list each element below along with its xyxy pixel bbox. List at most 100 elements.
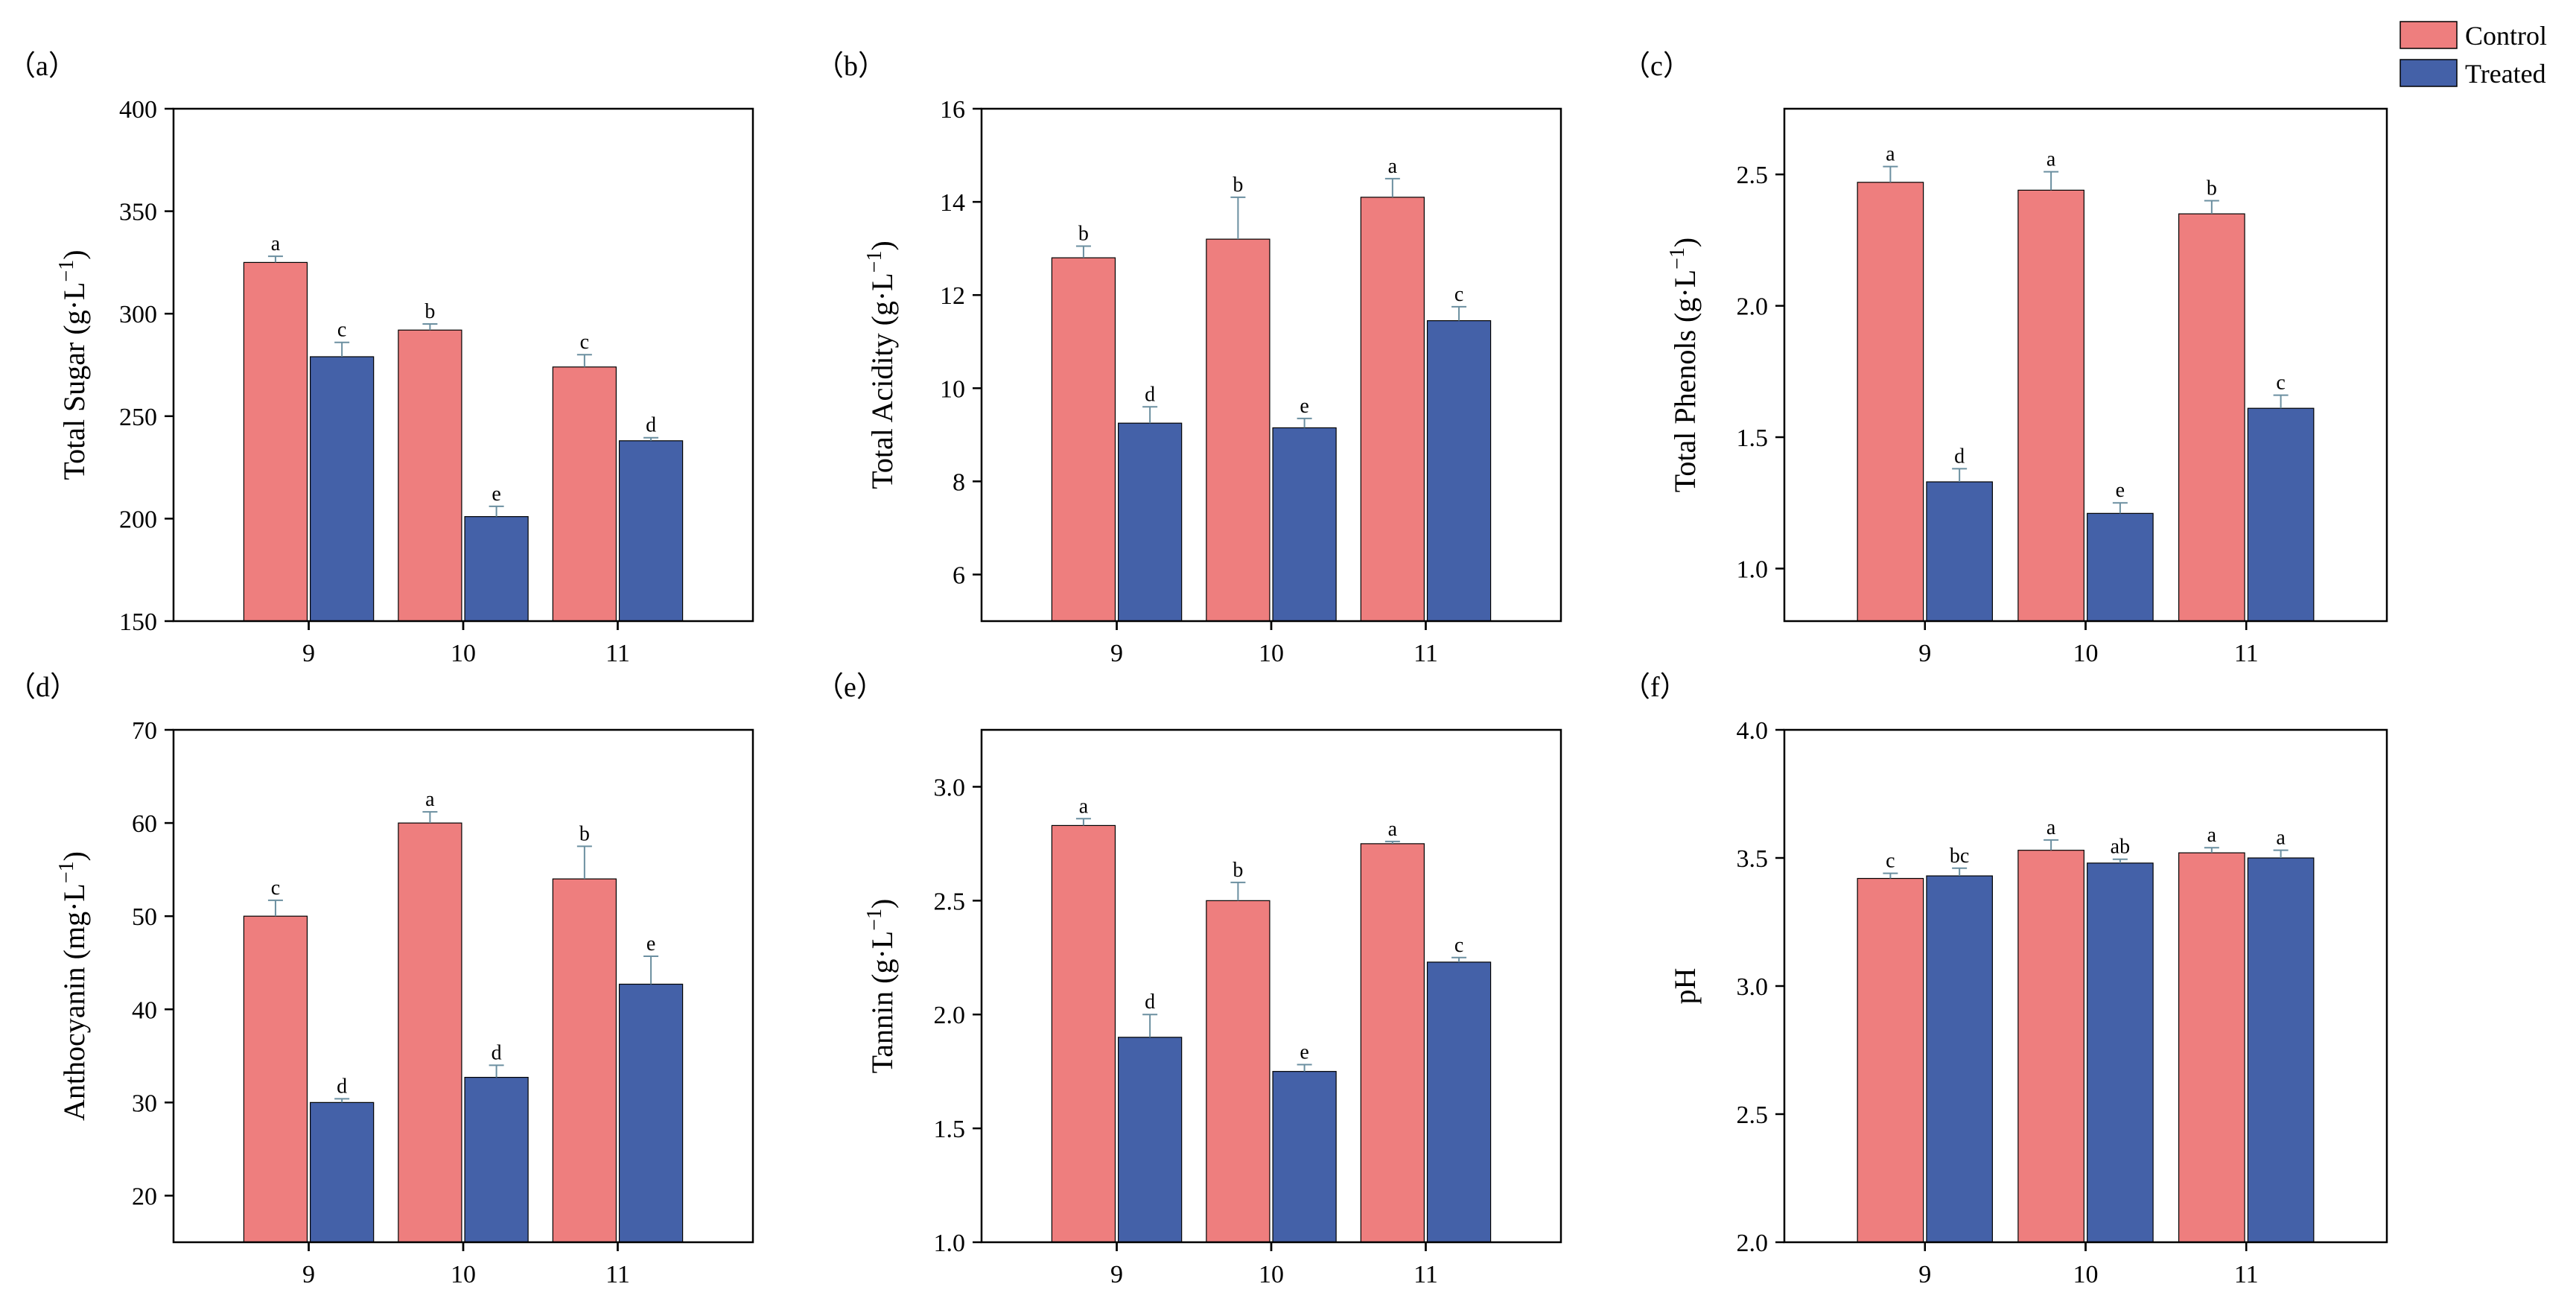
x-tick-label: 9 <box>302 1261 315 1288</box>
significance-letter: c <box>2276 372 2285 395</box>
bar <box>1857 877 1924 1243</box>
x-tick-label: 9 <box>1918 640 1931 667</box>
x-tick-label: 11 <box>605 1261 630 1288</box>
y-tick-label: 6 <box>953 562 965 589</box>
y-axis-label: Anthocyanin (mg·L−1) <box>55 851 92 1121</box>
significance-letter: b <box>2207 177 2217 200</box>
significance-letter: ab <box>2111 836 2130 859</box>
bar <box>1426 319 1492 622</box>
panel-4: （e） a b a d e c 1.0 1.5 2.0 2.5 3.0 9 10 11 Tannin (g·L… <box>815 672 1562 1288</box>
x-tick-label: 10 <box>1259 1261 1284 1288</box>
y-tick-label: 400 <box>119 96 157 124</box>
significance-letter: a <box>1388 155 1398 178</box>
bar <box>1272 427 1337 622</box>
x-tick-label: 11 <box>2234 640 2259 667</box>
bar <box>1426 961 1492 1243</box>
significance-letter: e <box>646 932 655 956</box>
panel-label: （c） <box>1622 51 1691 82</box>
bar <box>1206 238 1270 622</box>
significance-letter: a <box>1388 818 1398 841</box>
bar <box>1118 422 1183 622</box>
y-tick-label: 350 <box>119 199 157 226</box>
y-tick-label: 300 <box>119 301 157 328</box>
y-tick-label: 50 <box>132 903 157 931</box>
y-tick-label: 200 <box>119 506 157 533</box>
legend-swatch-treated <box>2400 59 2458 87</box>
significance-letter: a <box>2207 824 2217 847</box>
y-tick-label: 1.0 <box>1737 556 1769 583</box>
significance-letter: d <box>337 1075 347 1098</box>
bar <box>552 366 617 622</box>
significance-letter: d <box>646 414 656 437</box>
y-tick-label: 4.0 <box>1737 717 1769 745</box>
bar <box>1272 1071 1337 1243</box>
y-axis-label: Total Phenols (g·L−1) <box>1666 238 1702 493</box>
legend: Control Treated <box>2400 21 2547 89</box>
significance-letter: d <box>1145 991 1155 1014</box>
y-tick-label: 3.5 <box>1737 845 1769 873</box>
significance-letter: c <box>580 331 589 354</box>
y-tick-label: 60 <box>132 810 157 838</box>
bar <box>1926 875 1993 1243</box>
y-tick-label: 12 <box>940 282 965 310</box>
y-axis-label-superscript: −1 <box>863 251 886 273</box>
significance-letter: c <box>1454 934 1463 957</box>
y-tick-label: 1.0 <box>934 1230 966 1257</box>
significance-letter: e <box>1300 395 1308 418</box>
bar <box>464 516 529 622</box>
y-tick-label: 3.0 <box>934 774 966 801</box>
legend-label-control: Control <box>2465 21 2547 51</box>
y-tick-label: 2.0 <box>1737 293 1769 321</box>
significance-letter: b <box>424 300 435 323</box>
x-tick-label: 10 <box>2073 640 2099 667</box>
significance-letter: d <box>1954 445 1965 468</box>
significance-letter: bc <box>1950 845 1969 868</box>
y-tick-label: 1.5 <box>1737 425 1769 452</box>
y-tick-label: 40 <box>132 996 157 1024</box>
significance-letter: c <box>337 319 346 342</box>
x-tick-label: 11 <box>2234 1261 2259 1288</box>
bar <box>618 983 684 1243</box>
bar <box>2178 852 2245 1243</box>
bar <box>618 440 684 622</box>
panel-2: （c） a a b d e c 1.0 1.5 2.0 2.5 9 10 11 Total Phenols … <box>1622 51 2388 667</box>
bar <box>398 329 462 622</box>
significance-letter: a <box>1079 795 1089 818</box>
y-axis-label-superscript: −1 <box>1666 247 1689 270</box>
x-tick-label: 9 <box>1918 1261 1931 1288</box>
panel-label: （f） <box>1622 672 1688 703</box>
y-axis-label-superscript: −1 <box>863 909 886 931</box>
x-tick-label: 9 <box>1110 1261 1123 1288</box>
panel-5: （f） c a a bc ab a 2.0 2.5 3.0 3.5 4.0 9 10 11 pH <box>1622 672 2388 1288</box>
bar <box>2087 862 2154 1243</box>
bar <box>1857 182 1924 622</box>
y-tick-label: 150 <box>119 608 157 636</box>
panel-3: （d） c a b d d e 20 30 40 50 60 70 9 10 11 Anthocyanin (m… <box>7 672 754 1288</box>
panel-label: （e） <box>815 672 885 703</box>
bar <box>1051 257 1116 622</box>
bar <box>1206 900 1270 1243</box>
bar <box>1360 843 1425 1243</box>
bar <box>310 356 375 622</box>
significance-letter: b <box>1233 859 1243 882</box>
panel-label: （d） <box>7 672 78 703</box>
bar <box>2087 512 2154 622</box>
legend-label-treated: Treated <box>2465 59 2546 89</box>
x-tick-label: 10 <box>451 640 476 667</box>
bar <box>398 822 462 1243</box>
bar <box>243 915 308 1243</box>
bar <box>2247 857 2315 1243</box>
bar <box>1360 197 1425 622</box>
y-tick-label: 14 <box>940 189 965 217</box>
significance-letter: b <box>1233 174 1243 197</box>
y-tick-label: 2.0 <box>934 1002 966 1029</box>
significance-letter: b <box>579 822 590 845</box>
bar <box>1118 1037 1183 1243</box>
y-tick-label: 16 <box>940 96 965 124</box>
bar <box>310 1101 375 1243</box>
significance-letter: c <box>1454 283 1463 306</box>
x-tick-label: 11 <box>1413 640 1438 667</box>
x-tick-label: 10 <box>451 1261 476 1288</box>
y-tick-label: 2.5 <box>1737 1101 1769 1129</box>
